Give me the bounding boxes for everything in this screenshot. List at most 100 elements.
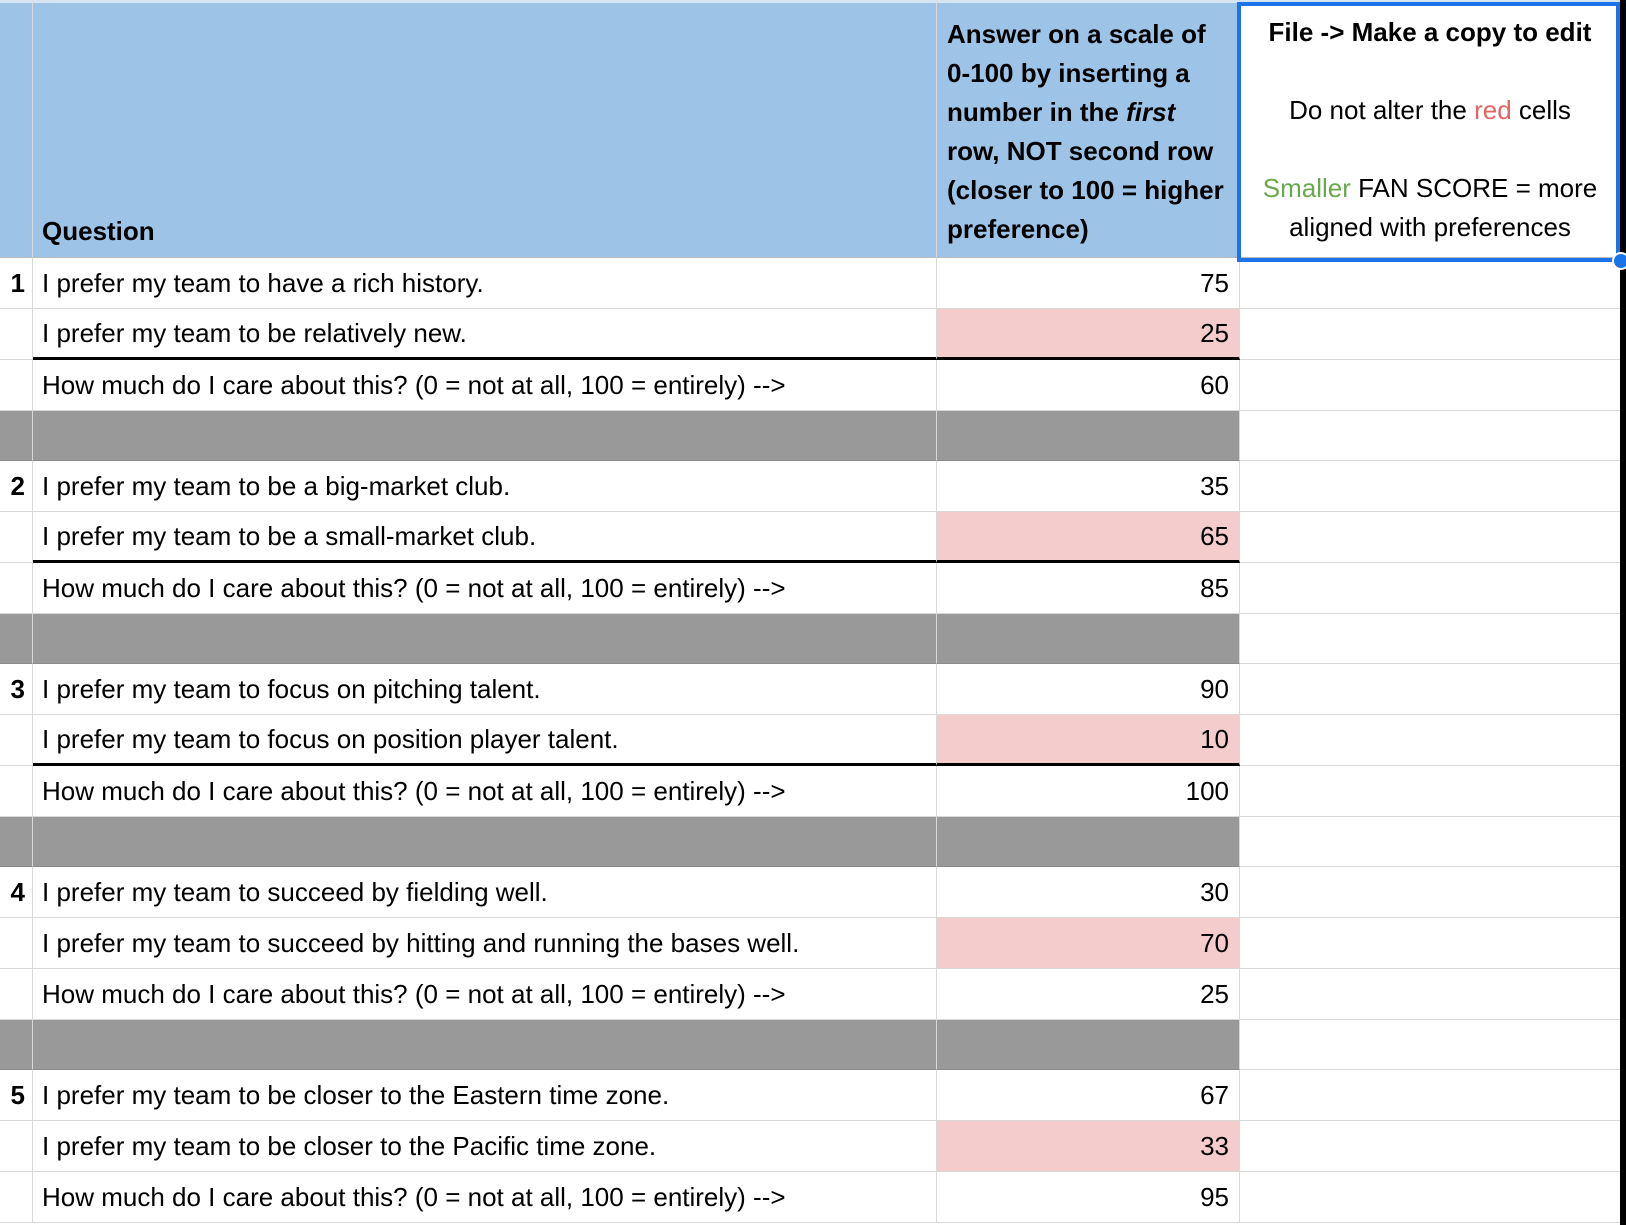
row-number-cell[interactable]: 2 bbox=[0, 461, 33, 512]
question-cell[interactable]: I prefer my team to succeed by hitting a… bbox=[33, 918, 937, 969]
answer-cell[interactable]: 95 bbox=[937, 1172, 1240, 1223]
row-number-cell[interactable] bbox=[0, 969, 33, 1020]
separator-cell[interactable] bbox=[0, 817, 33, 867]
row-number-cell[interactable] bbox=[0, 512, 33, 563]
notes-cell[interactable] bbox=[1240, 258, 1620, 309]
notes-cell[interactable] bbox=[1240, 867, 1620, 918]
separator-cell[interactable] bbox=[0, 1020, 33, 1070]
answer-cell-locked[interactable]: 33 bbox=[937, 1121, 1240, 1172]
question-header-cell[interactable]: Question bbox=[33, 0, 937, 258]
answer-cell-locked[interactable]: 70 bbox=[937, 918, 1240, 969]
answer-cell-locked[interactable]: 65 bbox=[937, 512, 1240, 563]
answer-cell[interactable]: 67 bbox=[937, 1070, 1240, 1121]
sheet-edge-bar bbox=[1620, 0, 1626, 1225]
notes-header-cell[interactable]: File -> Make a copy to edit Do not alter… bbox=[1240, 0, 1620, 258]
answer-cell[interactable]: 60 bbox=[937, 360, 1240, 411]
question-cell[interactable]: I prefer my team to have a rich history. bbox=[33, 258, 937, 309]
question-cell[interactable]: I prefer my team to focus on pitching ta… bbox=[33, 664, 937, 715]
answer-instruction-italic: first bbox=[1126, 97, 1176, 127]
answer-header-cell[interactable]: Answer on a scale of 0-100 by inserting … bbox=[937, 0, 1240, 258]
question-cell[interactable]: I prefer my team to focus on position pl… bbox=[33, 715, 937, 766]
row-number-cell[interactable]: 4 bbox=[0, 867, 33, 918]
separator-cell[interactable] bbox=[33, 1020, 937, 1070]
row-number-cell[interactable] bbox=[0, 1121, 33, 1172]
table-row-q2-care: How much do I care about this? (0 = not … bbox=[0, 563, 1620, 614]
notes-cell[interactable] bbox=[1240, 715, 1620, 766]
notes-cell[interactable] bbox=[1240, 766, 1620, 817]
selection-fill-handle[interactable] bbox=[1612, 252, 1626, 270]
answer-cell[interactable]: 90 bbox=[937, 664, 1240, 715]
row-number-cell[interactable] bbox=[0, 715, 33, 766]
notes-cell[interactable] bbox=[1240, 1020, 1620, 1070]
question-cell[interactable]: I prefer my team to be a small-market cl… bbox=[33, 512, 937, 563]
table-row-q5-second: I prefer my team to be closer to the Pac… bbox=[0, 1121, 1620, 1172]
row-number-cell[interactable] bbox=[0, 1172, 33, 1223]
question-cell[interactable]: How much do I care about this? (0 = not … bbox=[33, 1172, 937, 1223]
separator-row bbox=[0, 1020, 1620, 1070]
answer-cell[interactable]: 75 bbox=[937, 258, 1240, 309]
separator-cell[interactable] bbox=[0, 614, 33, 664]
separator-cell[interactable] bbox=[0, 411, 33, 461]
question-cell[interactable]: I prefer my team to be closer to the Pac… bbox=[33, 1121, 937, 1172]
answer-cell[interactable]: 85 bbox=[937, 563, 1240, 614]
separator-cell[interactable] bbox=[937, 411, 1240, 461]
notes-cell[interactable] bbox=[1240, 1121, 1620, 1172]
notes-cell[interactable] bbox=[1240, 563, 1620, 614]
question-cell[interactable]: How much do I care about this? (0 = not … bbox=[33, 563, 937, 614]
row-number-cell[interactable] bbox=[0, 360, 33, 411]
notes-cell[interactable] bbox=[1240, 512, 1620, 563]
separator-cell[interactable] bbox=[33, 817, 937, 867]
separator-cell[interactable] bbox=[937, 817, 1240, 867]
separator-cell[interactable] bbox=[937, 614, 1240, 664]
question-cell[interactable]: How much do I care about this? (0 = not … bbox=[33, 969, 937, 1020]
answer-cell[interactable]: 100 bbox=[937, 766, 1240, 817]
separator-cell[interactable] bbox=[937, 1020, 1240, 1070]
notes-cell[interactable] bbox=[1240, 817, 1620, 867]
notes-cell[interactable] bbox=[1240, 1070, 1620, 1121]
notes-cell[interactable] bbox=[1240, 461, 1620, 512]
answer-cell[interactable]: 35 bbox=[937, 461, 1240, 512]
row-number-cell[interactable]: 3 bbox=[0, 664, 33, 715]
question-cell[interactable]: I prefer my team to be a big-market club… bbox=[33, 461, 937, 512]
notes-cell[interactable] bbox=[1240, 664, 1620, 715]
separator-cell[interactable] bbox=[33, 614, 937, 664]
question-cell[interactable]: I prefer my team to succeed by fielding … bbox=[33, 867, 937, 918]
row-number-cell[interactable] bbox=[0, 918, 33, 969]
red-word: red bbox=[1474, 95, 1512, 125]
question-cell[interactable]: How much do I care about this? (0 = not … bbox=[33, 766, 937, 817]
answer-instruction: Answer on a scale of 0-100 by inserting … bbox=[947, 19, 1224, 244]
question-cell[interactable]: How much do I care about this? (0 = not … bbox=[33, 360, 937, 411]
question-cell[interactable]: I prefer my team to be closer to the Eas… bbox=[33, 1070, 937, 1121]
notes-cell[interactable] bbox=[1240, 309, 1620, 360]
row-number-cell[interactable] bbox=[0, 309, 33, 360]
notes-cell[interactable] bbox=[1240, 411, 1620, 461]
notes-line-copy: File -> Make a copy to edit bbox=[1268, 17, 1592, 47]
separator-cell[interactable] bbox=[33, 411, 937, 461]
corner-header-cell[interactable] bbox=[0, 0, 33, 258]
notes-cell[interactable] bbox=[1240, 969, 1620, 1020]
notes-cell[interactable] bbox=[1240, 918, 1620, 969]
question-cell[interactable]: I prefer my team to be relatively new. bbox=[33, 309, 937, 360]
table-row-q3-care: How much do I care about this? (0 = not … bbox=[0, 766, 1620, 817]
answer-cell[interactable]: 30 bbox=[937, 867, 1240, 918]
table-row-q4-second: I prefer my team to succeed by hitting a… bbox=[0, 918, 1620, 969]
row-number-cell[interactable]: 5 bbox=[0, 1070, 33, 1121]
table-row-q3-second: I prefer my team to focus on position pl… bbox=[0, 715, 1620, 766]
answer-cell-locked[interactable]: 10 bbox=[937, 715, 1240, 766]
row-number-cell[interactable] bbox=[0, 563, 33, 614]
row-number-cell[interactable]: 1 bbox=[0, 258, 33, 309]
answer-cell-locked[interactable]: 25 bbox=[937, 309, 1240, 360]
smaller-word: Smaller bbox=[1262, 173, 1351, 203]
answer-cell[interactable]: 25 bbox=[937, 969, 1240, 1020]
notes-cell[interactable] bbox=[1240, 614, 1620, 664]
notes-cell[interactable] bbox=[1240, 360, 1620, 411]
row-number-cell[interactable] bbox=[0, 766, 33, 817]
notes-cell[interactable] bbox=[1240, 1172, 1620, 1223]
question-header-label: Question bbox=[42, 216, 155, 246]
